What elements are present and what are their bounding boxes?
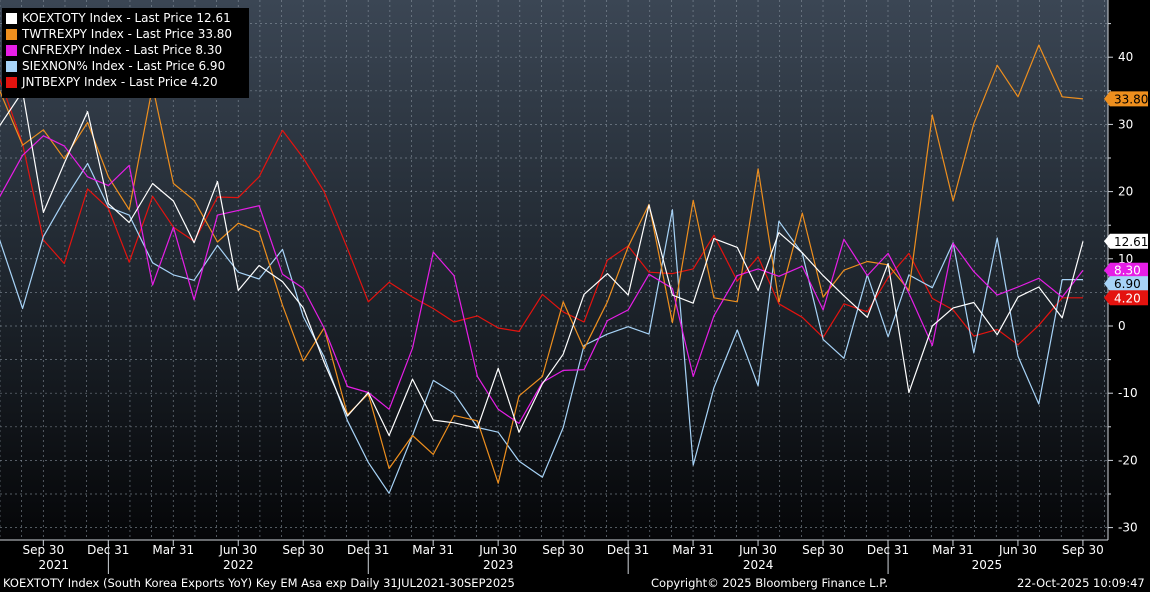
y-tick-label: 20 (1118, 185, 1133, 199)
last-value-text-cnfrexpy: 8.30 (1114, 264, 1141, 278)
legend-swatch-cnfrexpy (6, 44, 17, 56)
legend-item-jntbexpy: JNTBEXPY Index - Last Price 4.20 (2, 74, 218, 90)
x-tick-label: Sep 30 (542, 543, 584, 557)
x-tick-label: Mar 31 (672, 543, 714, 557)
legend-item-siexnon: SIEXNON% Index - Last Price 6.90 (2, 58, 225, 74)
x-tick-label: Sep 30 (1062, 543, 1104, 557)
x-tick-label: Mar 31 (152, 543, 194, 557)
series-line-koextoty (0, 90, 1084, 437)
legend-label-koextoty: KOEXTOTY Index - Last Price (22, 11, 193, 25)
year-label: 2023 (483, 558, 514, 572)
x-tick-label: Sep 30 (282, 543, 324, 557)
legend-item-cnfrexpy: CNFREXPY Index - Last Price 8.30 (2, 42, 222, 58)
series-line-siexnon (0, 162, 1083, 494)
legend-item-twtrexpy: TWTREXPY Index - Last Price 33.80 (2, 26, 232, 42)
last-value-box-siexnon (1110, 276, 1148, 292)
x-tick-label: Sep 30 (802, 543, 844, 557)
last-value-label-siexnon: 6.90 (1104, 276, 1148, 292)
x-tick-label: Mar 31 (412, 543, 454, 557)
legend: KOEXTOTY Index - Last Price 12.61 TWTREX… (2, 8, 249, 98)
legend-value-koextoty: 12.61 (196, 11, 231, 25)
y-tick-label: -20 (1118, 453, 1138, 467)
y-tick-label: 0 (1118, 319, 1126, 333)
x-tick-label: Mar 31 (932, 543, 974, 557)
legend-value-cnfrexpy: 8.30 (195, 43, 223, 57)
last-value-text-koextoty: 12.61 (1114, 235, 1148, 249)
footer-timestamp: 22-Oct-2025 10:09:47 (1017, 576, 1145, 590)
series-line-cnfrexpy (0, 135, 1084, 424)
legend-item-koextoty: KOEXTOTY Index - Last Price 12.61 (2, 10, 231, 26)
last-value-label-jntbexpy: 4.20 (1104, 290, 1148, 306)
legend-value-siexnon: 6.90 (198, 59, 226, 73)
last-value-text-siexnon: 6.90 (1114, 277, 1141, 291)
x-tick-label: Jun 30 (738, 543, 777, 557)
footer-description: KOEXTOTY Index (South Korea Exports YoY)… (3, 576, 515, 590)
year-label: 2022 (223, 558, 254, 572)
last-value-label-koextoty: 12.61 (1104, 233, 1148, 249)
legend-swatch-siexnon (6, 60, 17, 72)
last-value-label-cnfrexpy: 8.30 (1104, 262, 1148, 278)
y-tick-label: -10 (1118, 386, 1138, 400)
year-label: 2025 (972, 558, 1003, 572)
legend-swatch-koextoty (6, 12, 17, 24)
legend-swatch-jntbexpy (6, 76, 17, 88)
footer-copyright: Copyright© 2025 Bloomberg Finance L.P. (651, 576, 888, 590)
y-tick-label: -30 (1118, 521, 1138, 535)
x-tick-label: Jun 30 (218, 543, 257, 557)
series-lines (0, 44, 1084, 494)
y-tick-label: 40 (1118, 50, 1133, 64)
last-value-pointer-cnfrexpy (1104, 262, 1110, 278)
legend-label-cnfrexpy: CNFREXPY Index - Last Price (22, 43, 192, 57)
legend-value-jntbexpy: 4.20 (190, 75, 218, 89)
series-line-twtrexpy (0, 44, 1084, 484)
x-tick-label: Jun 30 (478, 543, 517, 557)
last-value-pointer-siexnon (1104, 276, 1110, 292)
legend-label-jntbexpy: JNTBEXPY Index - Last Price (22, 75, 188, 89)
x-tick-label: Jun 30 (998, 543, 1037, 557)
y-tick-label: 30 (1118, 117, 1133, 131)
legend-label-siexnon: SIEXNON% Index - Last Price (22, 59, 195, 73)
last-value-pointer-koextoty (1104, 233, 1110, 249)
year-label: 2021 (39, 558, 70, 572)
legend-swatch-twtrexpy (6, 28, 17, 40)
last-value-box-jntbexpy (1110, 290, 1148, 306)
last-value-box-koextoty (1110, 233, 1148, 249)
last-value-pointer-twtrexpy (1104, 91, 1110, 107)
series-line-jntbexpy (0, 77, 1083, 346)
last-value-text-twtrexpy: 33.80 (1114, 92, 1148, 106)
last-value-box-cnfrexpy (1110, 262, 1148, 278)
last-value-label-twtrexpy: 33.80 (1104, 91, 1148, 107)
last-value-box-twtrexpy (1110, 91, 1148, 107)
last-value-text-jntbexpy: 4.20 (1114, 291, 1141, 305)
last-value-pointer-jntbexpy (1104, 290, 1110, 306)
legend-label-twtrexpy: TWTREXPY Index - Last Price (22, 27, 194, 41)
legend-value-twtrexpy: 33.80 (197, 27, 233, 41)
last-value-labels: 12.61 8.30 33.80 6.904.20 (1104, 91, 1148, 306)
year-label: 2024 (743, 558, 774, 572)
y-tick-label: 10 (1118, 252, 1133, 266)
x-tick-label: Sep 30 (22, 543, 64, 557)
